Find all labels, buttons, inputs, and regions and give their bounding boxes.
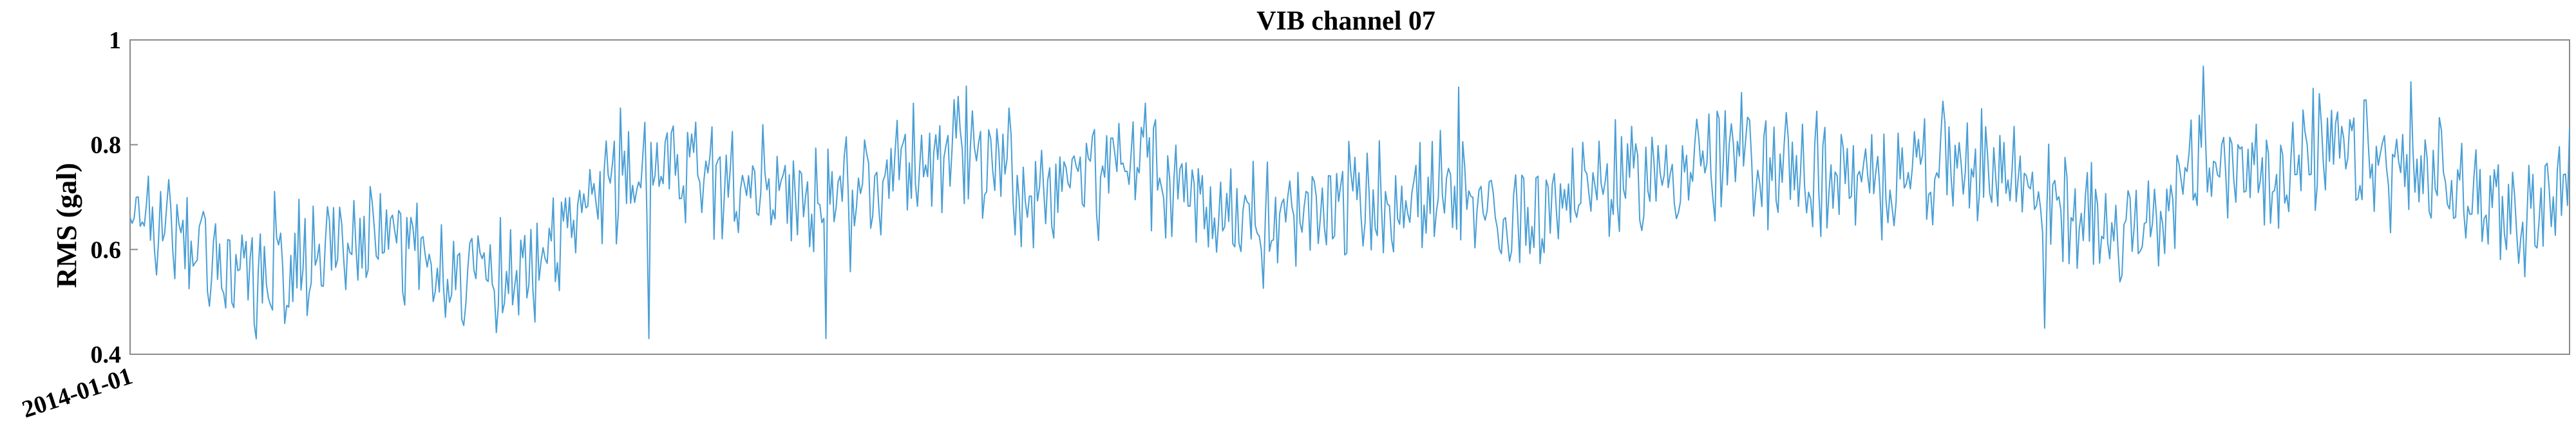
y-tick-label: 0.8: [91, 132, 122, 159]
y-tick-label: 0.6: [91, 236, 122, 263]
chart-title: VIB channel 07: [1256, 6, 1435, 36]
series-layer: [129, 65, 2570, 339]
y-tick-label: 1: [109, 27, 121, 54]
y-axis-label: RMS (gal): [51, 163, 82, 288]
x-axis: 2014-01-01: [19, 363, 136, 424]
plot-area-frame: [129, 39, 2570, 355]
y-axis: 0.4 0.6 0.8 1: [91, 27, 138, 368]
y-tick-label: 0.4: [91, 341, 122, 368]
x-tick-label: 2014-01-01: [19, 363, 136, 424]
series-line-rms: [129, 65, 2570, 339]
